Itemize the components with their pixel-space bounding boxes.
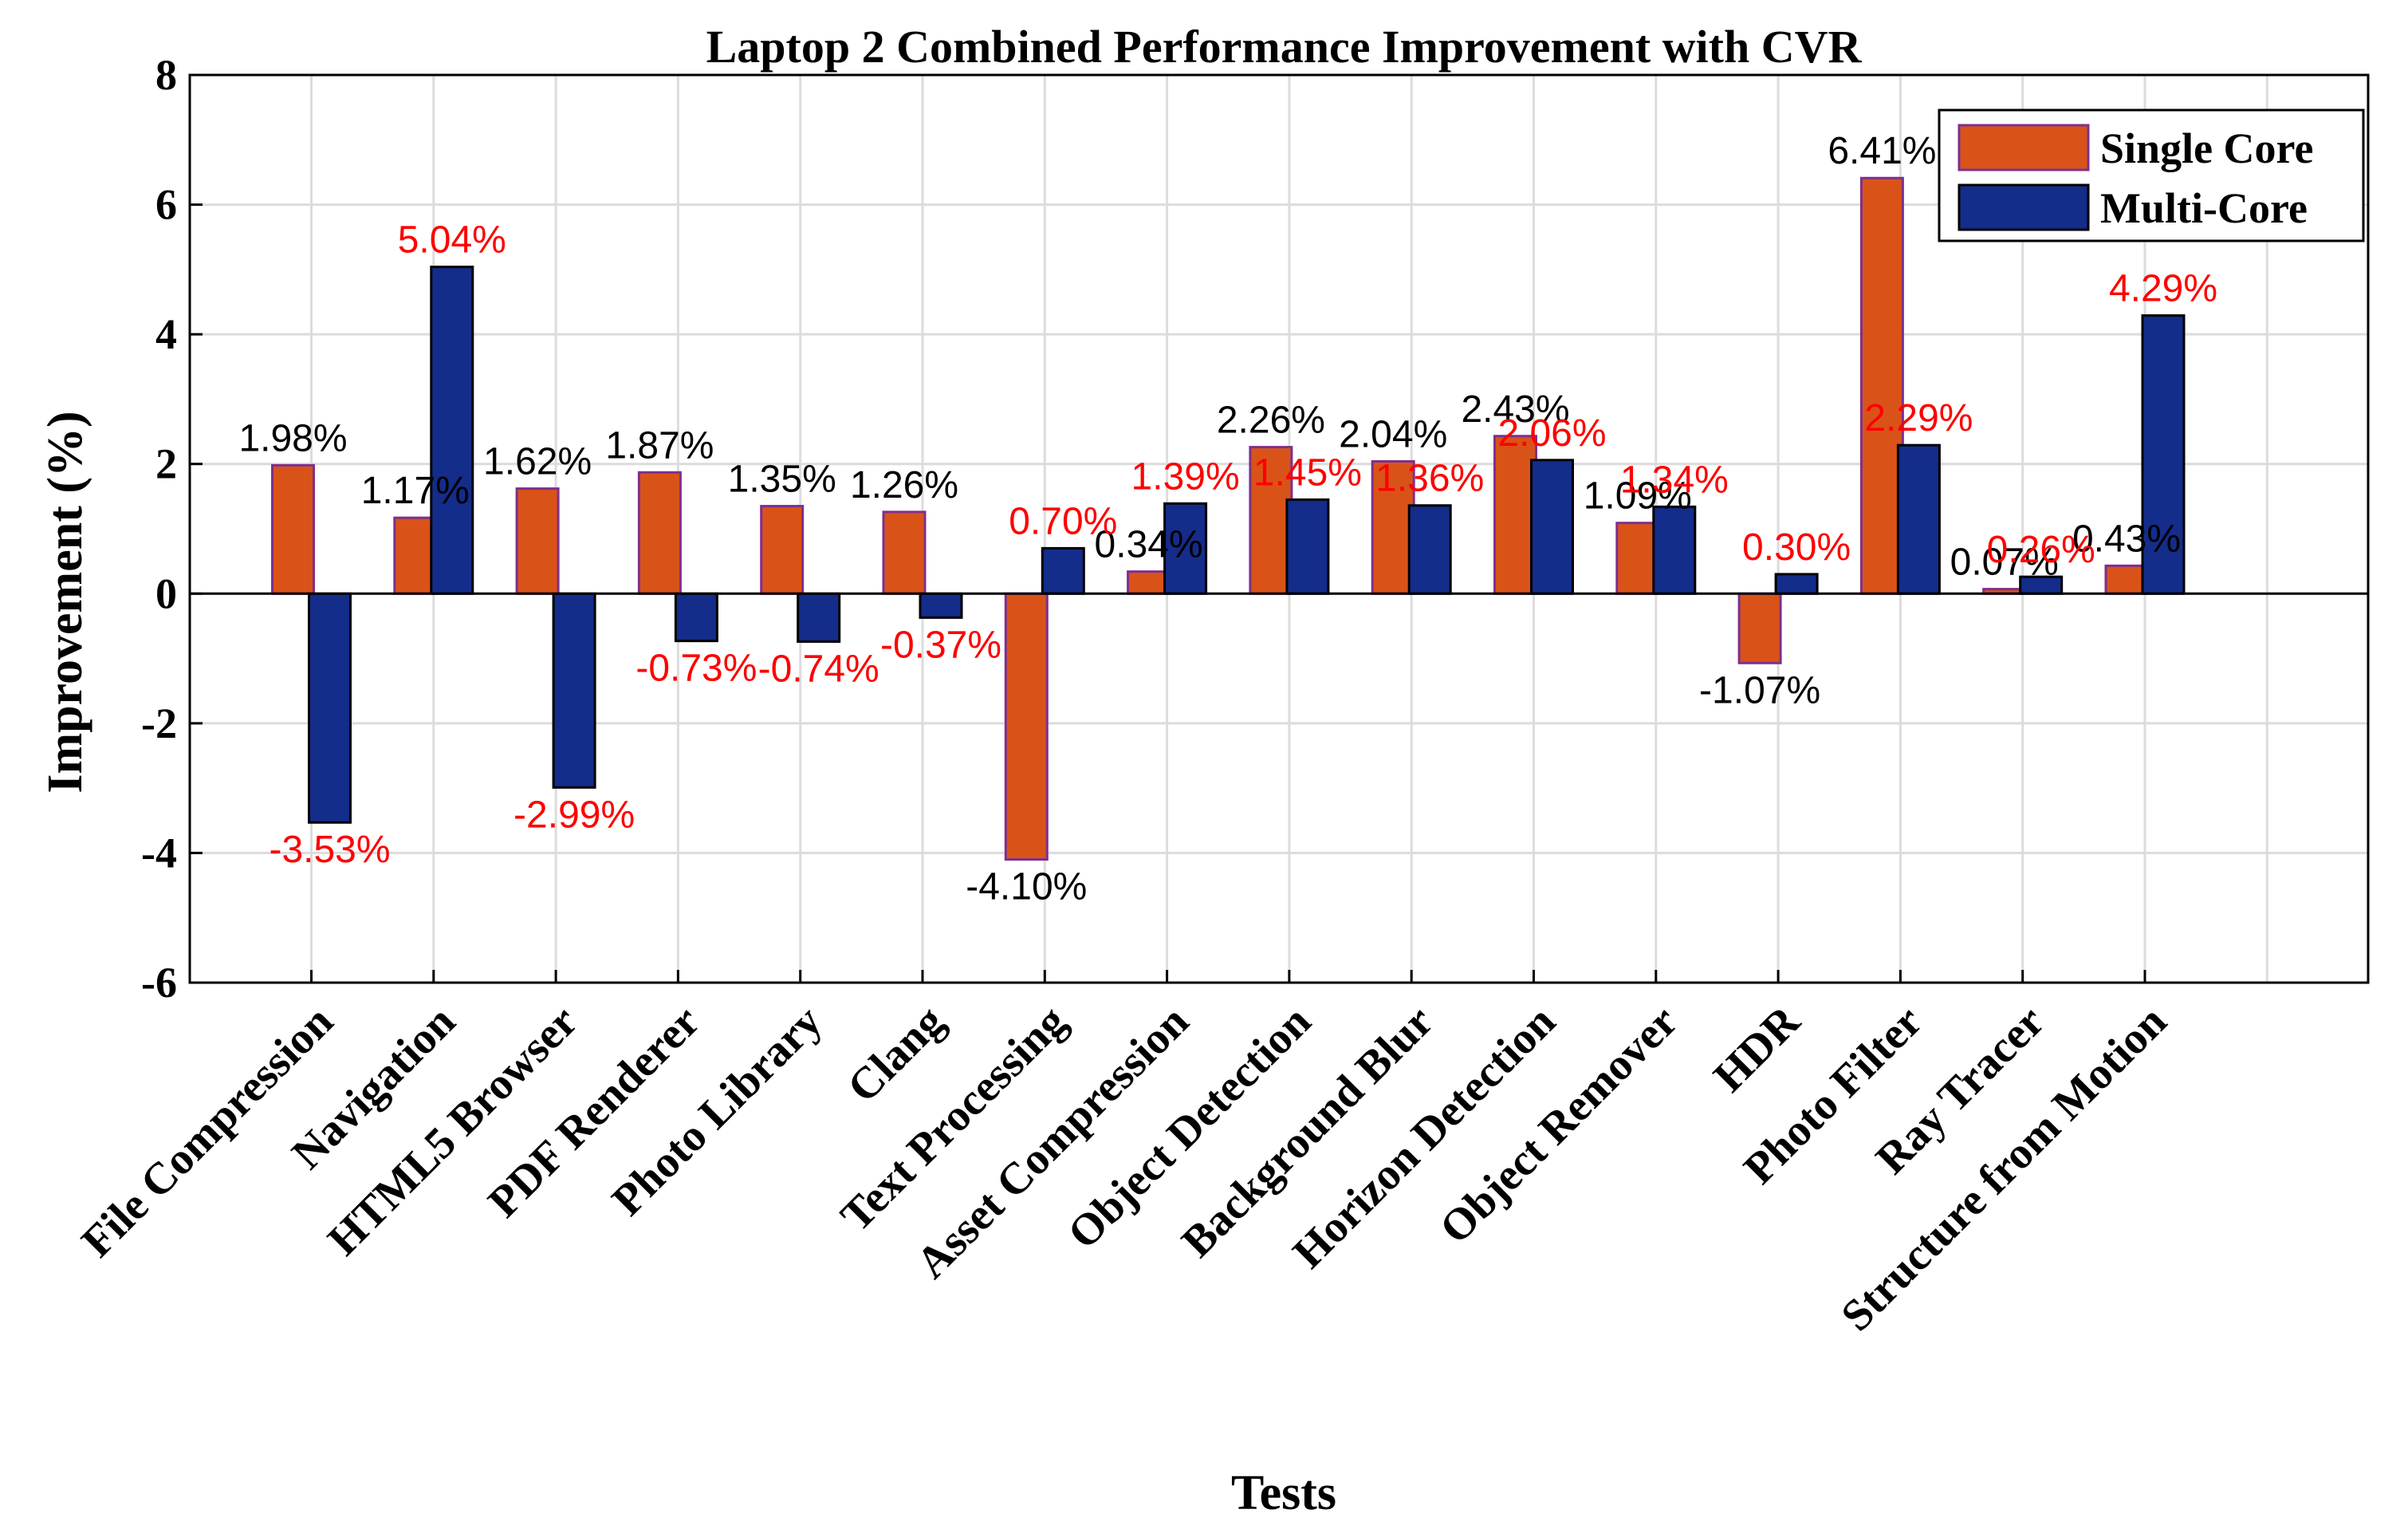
data-label-multi-core: -2.99% — [513, 794, 635, 836]
data-label-single-core: 0.43% — [2072, 518, 2181, 560]
bar-single-core-file-compression — [271, 463, 315, 595]
y-tick-label: 0 — [155, 569, 177, 617]
y-tick-label: -2 — [141, 699, 177, 747]
y-tick-label: -4 — [141, 829, 177, 877]
bars — [271, 176, 2186, 861]
bar-multi-core-structure-from-motion — [2141, 314, 2186, 595]
data-label-multi-core: 4.29% — [2109, 268, 2217, 310]
data-label-single-core: 1.26% — [850, 464, 958, 506]
data-label-multi-core: 5.04% — [398, 219, 506, 262]
y-tick-label: 6 — [155, 181, 177, 229]
data-label-multi-core: -0.73% — [635, 648, 757, 690]
bar-single-core-structure-from-motion — [2104, 564, 2149, 595]
bar-single-core-pdf-renderer — [637, 471, 682, 595]
bar-multi-core-navigation — [430, 266, 474, 595]
data-label-single-core: 2.43% — [1461, 388, 1569, 431]
data-label-single-core: 1.09% — [1584, 475, 1692, 518]
bar-multi-core-photo-filter — [1896, 443, 1941, 595]
bar-multi-core-clang — [919, 592, 963, 619]
bar-multi-core-text-processing — [1041, 546, 1085, 595]
bar-single-core-text-processing — [1004, 592, 1049, 861]
data-label-single-core: 6.41% — [1828, 130, 1936, 172]
plot-area-frame — [188, 73, 2370, 984]
legend-swatch-single-core — [1957, 124, 2090, 171]
y-axis-title: Improvement (%) — [38, 411, 92, 793]
data-label-single-core: 1.98% — [238, 417, 347, 459]
data-label-multi-core: 1.34% — [1620, 459, 1729, 501]
data-label-single-core: 2.26% — [1217, 400, 1325, 442]
bar-single-core-clang — [882, 510, 927, 595]
legend-label-multi-core: Multi-Core — [2100, 184, 2308, 232]
data-label-single-core: 1.87% — [605, 424, 714, 467]
data-label-multi-core: -0.74% — [758, 648, 879, 690]
bar-multi-core-file-compression — [308, 592, 352, 824]
data-label-multi-core: 2.06% — [1497, 412, 1606, 455]
bar-multi-core-hdr — [1774, 573, 1819, 595]
legend-label-single-core: Single Core — [2100, 124, 2314, 172]
bar-single-core-horizon-detection — [1493, 435, 1537, 595]
data-label-single-core: 2.04% — [1339, 413, 1447, 455]
data-label-multi-core: 0.26% — [1987, 529, 2095, 571]
bar-multi-core-photo-library — [797, 592, 841, 643]
data-label-multi-core: -0.37% — [880, 624, 1001, 666]
data-label-single-core: -1.07% — [1699, 669, 1820, 711]
data-label-single-core: 0.07% — [1950, 542, 2059, 584]
y-tick-label: 2 — [155, 440, 177, 488]
data-label-multi-core: -3.53% — [269, 829, 390, 871]
data-label-single-core: -4.10% — [966, 866, 1087, 908]
bar-single-core-asset-compression — [1127, 570, 1171, 595]
bar-multi-core-horizon-detection — [1530, 459, 1574, 595]
data-label-multi-core: 1.36% — [1375, 458, 1484, 500]
data-label-multi-core: 1.39% — [1131, 455, 1240, 498]
data-label-multi-core: 0.70% — [1009, 500, 1117, 542]
y-tick-label: 8 — [155, 51, 177, 99]
data-label-single-core: 1.17% — [361, 470, 470, 512]
bar-multi-core-asset-compression — [1163, 502, 1208, 595]
data-label-single-core: 1.62% — [483, 441, 592, 483]
chart-title: Laptop 2 Combined Performance Improvemen… — [706, 21, 1863, 73]
y-tick-label: -6 — [141, 959, 177, 1007]
y-tick-label: 4 — [155, 310, 177, 358]
bar-single-core-navigation — [393, 516, 438, 595]
bar-multi-core-pdf-renderer — [674, 592, 718, 643]
bar-multi-core-object-detection — [1285, 498, 1330, 595]
x-axis-title: Tests — [1231, 1466, 1336, 1520]
bar-single-core-background-blur — [1371, 459, 1415, 595]
bar-multi-core-background-blur — [1407, 504, 1452, 595]
data-labels: 1.98% 1.17% 1.62% 1.87% 1.35% 1.26% -4.10% 0.34… — [238, 130, 2217, 908]
bar-single-core-photo-library — [760, 505, 805, 595]
data-label-multi-core: 0.30% — [1742, 526, 1851, 569]
data-label-multi-core: 1.45% — [1253, 451, 1362, 494]
data-label-multi-core: 2.29% — [1864, 397, 1973, 439]
legend-swatch-multi-core — [1957, 183, 2090, 231]
bar-single-core-hdr — [1737, 592, 1782, 664]
bar-single-core-photo-filter — [1859, 176, 1904, 595]
bar-multi-core-object-remover — [1652, 505, 1697, 595]
bar-single-core-object-remover — [1615, 522, 1660, 595]
legend: Single Core Multi-Core — [1938, 108, 2365, 242]
bar-single-core-html5-browser — [515, 487, 560, 595]
bar-multi-core-html5-browser — [552, 592, 596, 789]
data-label-single-core: 0.34% — [1095, 524, 1203, 566]
data-label-single-core: 1.35% — [728, 459, 836, 501]
